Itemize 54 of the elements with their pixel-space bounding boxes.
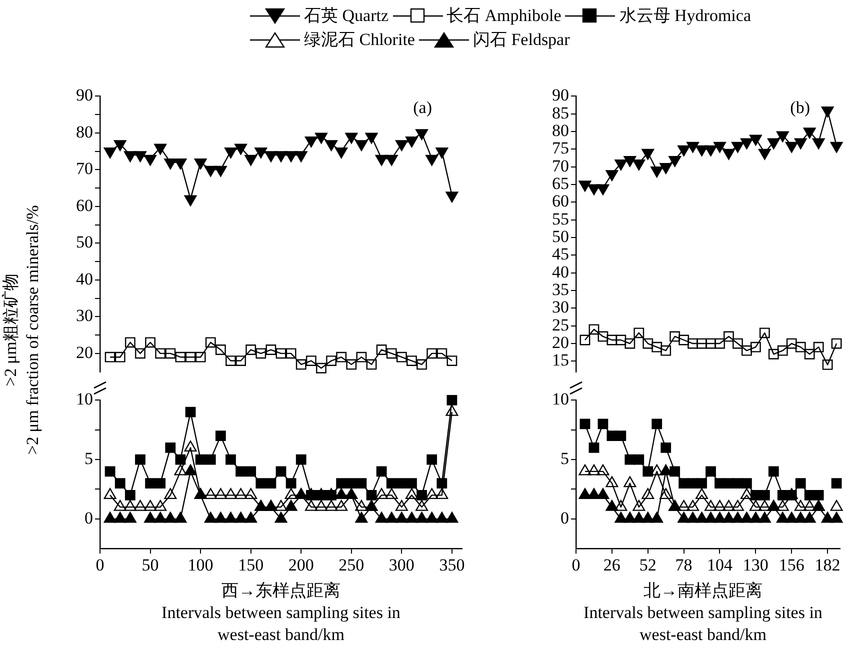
y-axis-title: >2 μm粗粒矿物 >2 μm fraction of coarse minerals/% xyxy=(0,204,43,457)
y-tick-label: 50 xyxy=(76,232,93,252)
y-tick-label: 20 xyxy=(76,342,93,362)
x-tick-label: 200 xyxy=(288,555,314,574)
y-tick-label: 0 xyxy=(84,508,93,528)
y-tick-label: 5 xyxy=(84,449,93,468)
x-tick-label: 182 xyxy=(814,555,840,574)
legend-label: 闪石 Feldspar xyxy=(472,29,570,51)
y-tick-label: 60 xyxy=(552,192,569,211)
y-tick-label: 30 xyxy=(76,306,93,326)
y-tick-label: 65 xyxy=(552,174,569,193)
y-tick-label: 80 xyxy=(552,121,569,140)
annotation: (b) xyxy=(790,98,810,118)
x-tick-label: 100 xyxy=(188,555,214,574)
x-tick-label: 250 xyxy=(338,555,364,574)
y-tick-label: 90 xyxy=(552,86,569,105)
y-tick-label: 40 xyxy=(76,269,93,288)
y-tick-label: 85 xyxy=(552,103,569,122)
y-tick-label: 75 xyxy=(552,138,569,158)
y-tick-label: 10 xyxy=(76,390,93,409)
y-tick-label: 0 xyxy=(560,508,569,528)
legend-label: 石英 Quartz xyxy=(304,5,389,27)
y-tick-label: 55 xyxy=(552,209,569,228)
y-tick-label: 50 xyxy=(552,227,569,246)
legend-label: 水云母 Hydromica xyxy=(619,5,751,27)
y-tick-label: 40 xyxy=(552,262,569,282)
y-tick-label: 80 xyxy=(76,122,93,142)
y-tick-label: 15 xyxy=(552,350,569,370)
y-tick-label: 70 xyxy=(552,156,569,176)
x-tick-label: 350 xyxy=(439,555,465,574)
x-tick-label: 52 xyxy=(639,555,656,574)
y-tick-label: 20 xyxy=(552,333,569,352)
y-tick-label: 70 xyxy=(76,159,93,178)
x-tick-label: 26 xyxy=(603,555,620,574)
x-axis-title: 北→南样点距离 Intervals between sampling sites in west-east band/km xyxy=(582,580,824,646)
legend-label: 绿泥石 Chlorite xyxy=(304,29,415,51)
x-tick-label: 130 xyxy=(742,555,768,574)
y-tick-label: 25 xyxy=(552,315,569,334)
legend-label: 长石 Amphibole xyxy=(446,5,562,27)
x-tick-label: 150 xyxy=(238,555,264,574)
y-tick-label: 35 xyxy=(552,280,569,299)
x-tick-label: 104 xyxy=(707,555,733,574)
y-tick-label: 90 xyxy=(76,86,93,105)
x-tick-label: 156 xyxy=(778,555,804,574)
x-axis-title: 西→东样点距离 Intervals between sampling sites in west-east band/km xyxy=(160,580,402,646)
x-tick-label: 300 xyxy=(388,555,414,574)
y-tick-label: 5 xyxy=(560,449,569,468)
x-tick-label: 50 xyxy=(142,555,159,574)
y-tick-label: 30 xyxy=(552,298,569,317)
y-tick-label: 60 xyxy=(76,196,93,215)
x-tick-label: 78 xyxy=(675,555,692,574)
annotation: (a) xyxy=(413,98,432,118)
y-tick-label: 10 xyxy=(552,390,569,409)
y-tick-label: 45 xyxy=(552,244,569,264)
